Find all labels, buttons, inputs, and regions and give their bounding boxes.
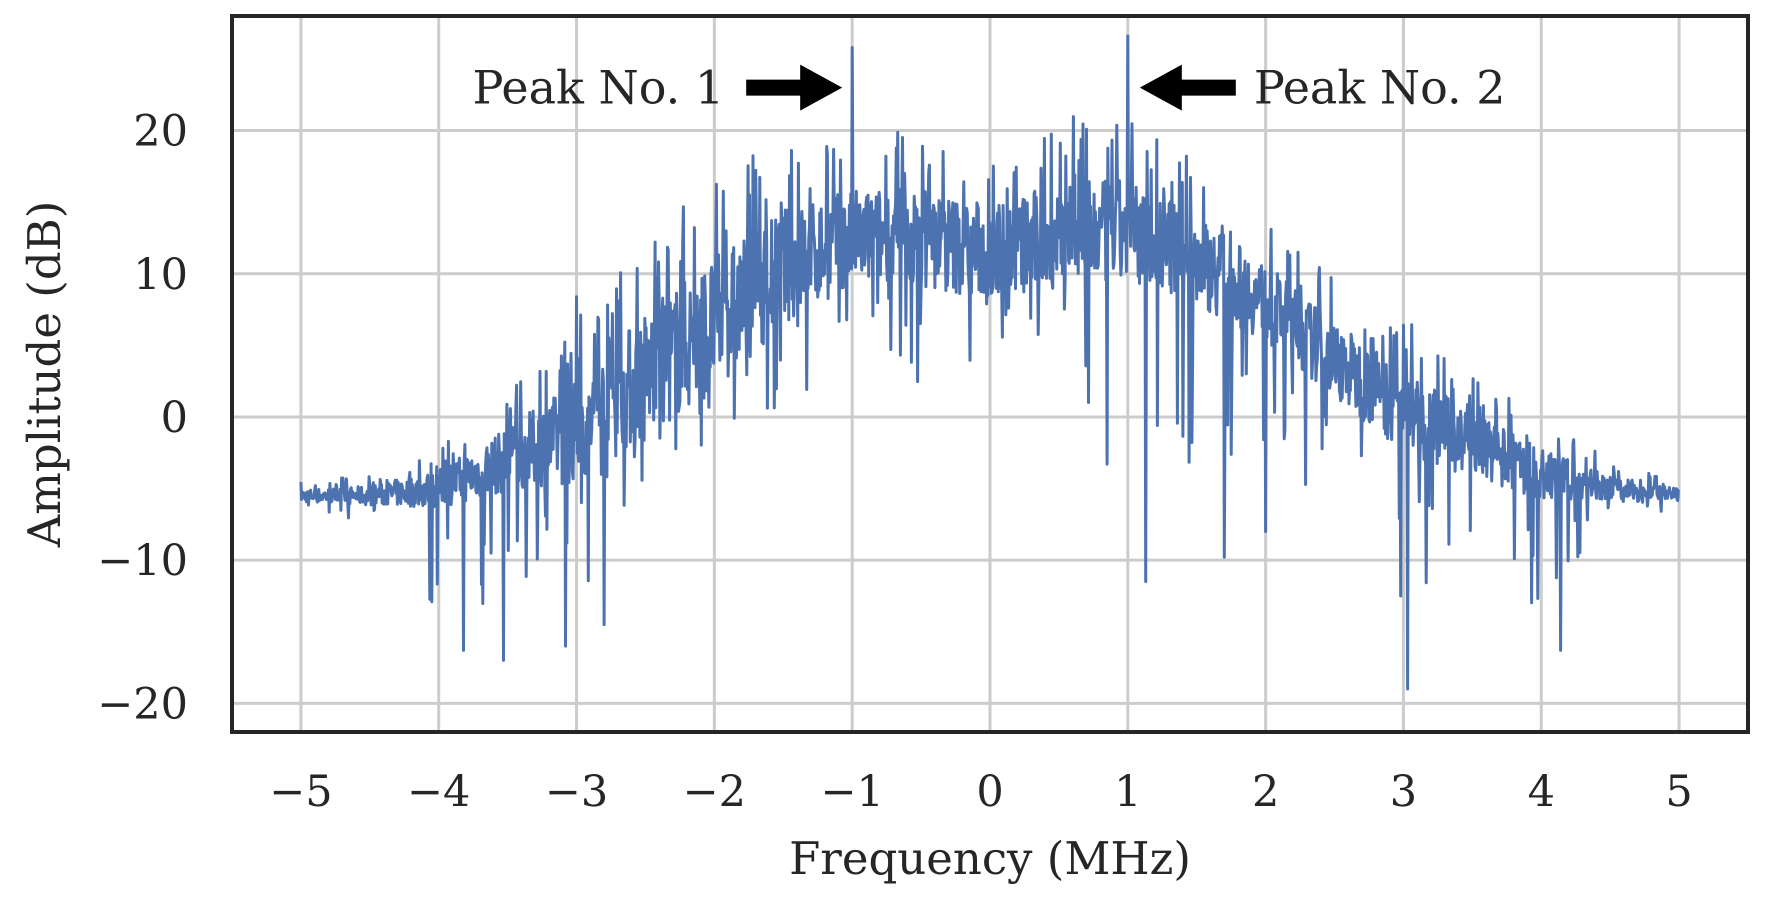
spectrum-line [299,34,1680,691]
y-tick-label: 10 [133,250,188,300]
x-tick-label: 3 [1390,767,1417,817]
grid-lines [232,16,1748,732]
x-axis-label: Frequency (MHz) [789,832,1191,885]
y-tick-label: 20 [133,107,188,157]
y-tick-label: −20 [97,679,188,729]
x-tick-label: −5 [269,767,332,817]
x-tick-label: 2 [1252,767,1279,817]
y-tick-label: 0 [161,393,188,443]
plot-frame [230,14,1750,734]
y-tick-label: −10 [97,536,188,586]
annotation-arrow [1139,64,1236,111]
x-tick-label: 5 [1665,767,1692,817]
annotation-peak-2: Peak No. 2 [1139,61,1506,115]
annotation-label: Peak No. 2 [1254,61,1506,115]
x-tick-label: 1 [1114,767,1141,817]
x-tick-label: −2 [683,767,746,817]
annotation-arrow [746,64,843,111]
annotation-peak-1: Peak No. 1 [472,61,843,115]
x-tick-label: −4 [407,767,470,817]
annotation-label: Peak No. 1 [472,61,724,115]
x-tick-label: −3 [545,767,608,817]
x-tick-labels: −5 −4 −3 −2 −1 0 1 2 3 4 5 [269,767,1693,817]
series-layer [299,34,1680,691]
y-axis-label: Amplitude (dB) [18,201,71,549]
y-tick-labels: −20 −10 0 10 20 [97,107,188,730]
x-tick-label: 0 [976,767,1003,817]
annotations-layer: Peak No. 1 Peak No. 2 [472,61,1505,115]
x-tick-label: −1 [820,767,883,817]
x-tick-label: 4 [1528,767,1555,817]
